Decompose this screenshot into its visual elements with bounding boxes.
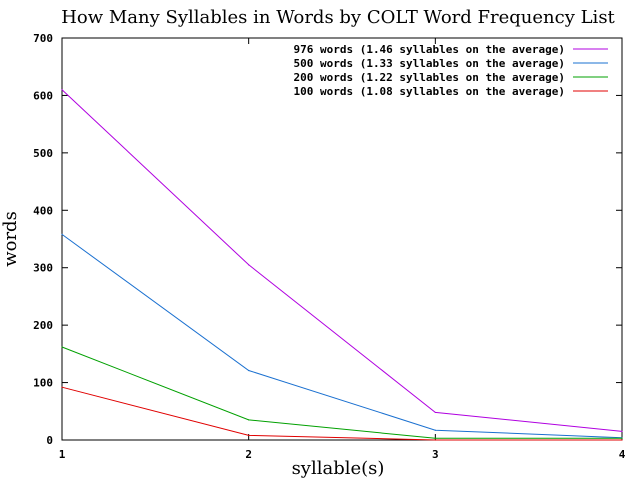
data-point xyxy=(434,429,436,431)
series-line-2 xyxy=(61,233,623,439)
data-point xyxy=(621,439,623,441)
data-point xyxy=(248,264,250,266)
y-tick-label: 300 xyxy=(33,262,53,275)
axis-ticks: 0 100 200 300 400 500 600 700 1 2 3 4 xyxy=(33,32,626,461)
legend-label: 976 words (1.46 syllables on the average… xyxy=(293,43,565,56)
data-point xyxy=(248,434,250,437)
y-tick-label: 0 xyxy=(46,434,53,447)
y-tick-label: 400 xyxy=(33,204,53,217)
data-point xyxy=(248,369,250,372)
x-tick-label: 4 xyxy=(619,448,626,461)
data-point xyxy=(61,346,63,348)
y-axis-label: words xyxy=(0,211,21,267)
data-point xyxy=(621,437,623,439)
x-tick-label: 1 xyxy=(59,448,66,461)
series-line-4 xyxy=(61,386,622,441)
data-point xyxy=(434,437,436,439)
legend-label: 500 words (1.33 syllables on the average… xyxy=(293,57,565,70)
data-point xyxy=(434,411,436,414)
legend: 976 words (1.46 syllables on the average… xyxy=(293,43,608,98)
data-point xyxy=(248,419,250,421)
series-lines xyxy=(61,89,623,441)
y-tick-label: 700 xyxy=(33,32,53,45)
legend-label: 100 words (1.08 syllables on the average… xyxy=(293,85,565,98)
y-tick-label: 100 xyxy=(33,377,53,390)
x-axis-label: syllable(s) xyxy=(292,458,385,479)
y-tick-label: 600 xyxy=(33,89,53,102)
data-point xyxy=(621,430,623,432)
series-line-1 xyxy=(61,89,623,432)
legend-label: 200 words (1.22 syllables on the average… xyxy=(293,71,565,84)
x-tick-label: 3 xyxy=(432,448,439,461)
y-tick-label: 500 xyxy=(33,147,53,160)
data-point xyxy=(61,386,63,388)
x-tick-label: 2 xyxy=(245,448,252,461)
data-point xyxy=(61,89,63,91)
plot-area-frame xyxy=(61,37,623,441)
data-point xyxy=(61,233,63,236)
chart-title: How Many Syllables in Words by COLT Word… xyxy=(61,7,615,28)
series-line-3 xyxy=(61,346,622,439)
data-point xyxy=(434,439,436,441)
y-tick-label: 200 xyxy=(33,319,53,332)
